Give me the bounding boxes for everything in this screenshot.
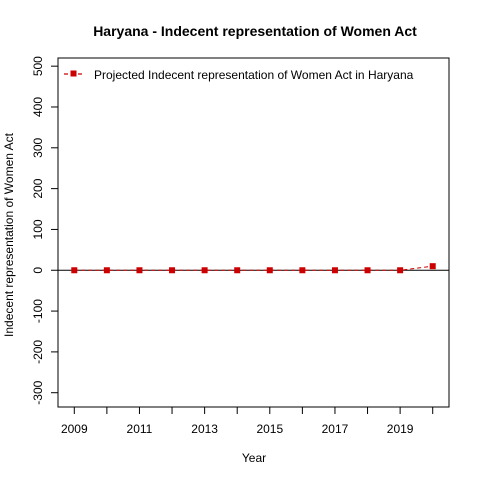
x-axis: 2009 2011 2013 2015 2017 2019 bbox=[61, 407, 434, 436]
data-point bbox=[299, 267, 306, 274]
data-point bbox=[201, 267, 208, 274]
series-layer bbox=[71, 263, 436, 274]
y-tick-label: 400 bbox=[31, 97, 45, 117]
legend: Projected Indecent representation of Wom… bbox=[64, 68, 414, 82]
x-axis-label: Year bbox=[242, 451, 266, 465]
x-tick-label: 2015 bbox=[256, 422, 283, 436]
chart-title: Haryana - Indecent representation of Wom… bbox=[93, 23, 417, 39]
plot-frame bbox=[57, 57, 450, 408]
data-point bbox=[364, 267, 371, 274]
x-tick-label: 2011 bbox=[127, 422, 153, 436]
x-tick-label: 2013 bbox=[191, 422, 218, 436]
data-point bbox=[169, 267, 176, 274]
data-point bbox=[397, 267, 404, 274]
legend-label: Projected Indecent representation of Wom… bbox=[94, 68, 414, 82]
data-point bbox=[266, 267, 273, 274]
y-tick-label: 100 bbox=[31, 219, 45, 239]
x-tick-label: 2019 bbox=[387, 422, 414, 436]
y-tick-label: 500 bbox=[31, 56, 45, 76]
y-tick-label: -300 bbox=[31, 380, 45, 404]
y-axis: -300 -200 -100 0 100 200 300 400 500 bbox=[31, 56, 58, 405]
data-point bbox=[234, 267, 241, 274]
y-tick-label: 300 bbox=[31, 137, 45, 157]
y-axis-label: Indecent representation of Women Act bbox=[2, 132, 16, 337]
x-tick-label: 2009 bbox=[61, 422, 88, 436]
data-point bbox=[103, 267, 110, 274]
data-point bbox=[136, 267, 143, 274]
y-tick-label: -200 bbox=[31, 340, 45, 364]
y-tick-label: 0 bbox=[31, 267, 45, 274]
data-point bbox=[71, 267, 78, 274]
data-point bbox=[331, 267, 338, 274]
series-line bbox=[74, 265, 433, 271]
legend-marker bbox=[70, 70, 77, 77]
data-point bbox=[429, 263, 436, 270]
y-tick-label: -100 bbox=[31, 299, 45, 323]
x-tick-label: 2017 bbox=[322, 422, 349, 436]
y-tick-label: 200 bbox=[31, 178, 45, 198]
